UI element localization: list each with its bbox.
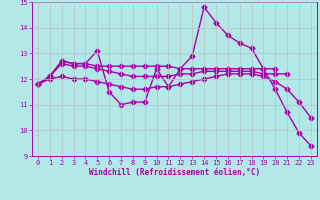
X-axis label: Windchill (Refroidissement éolien,°C): Windchill (Refroidissement éolien,°C)	[89, 168, 260, 177]
